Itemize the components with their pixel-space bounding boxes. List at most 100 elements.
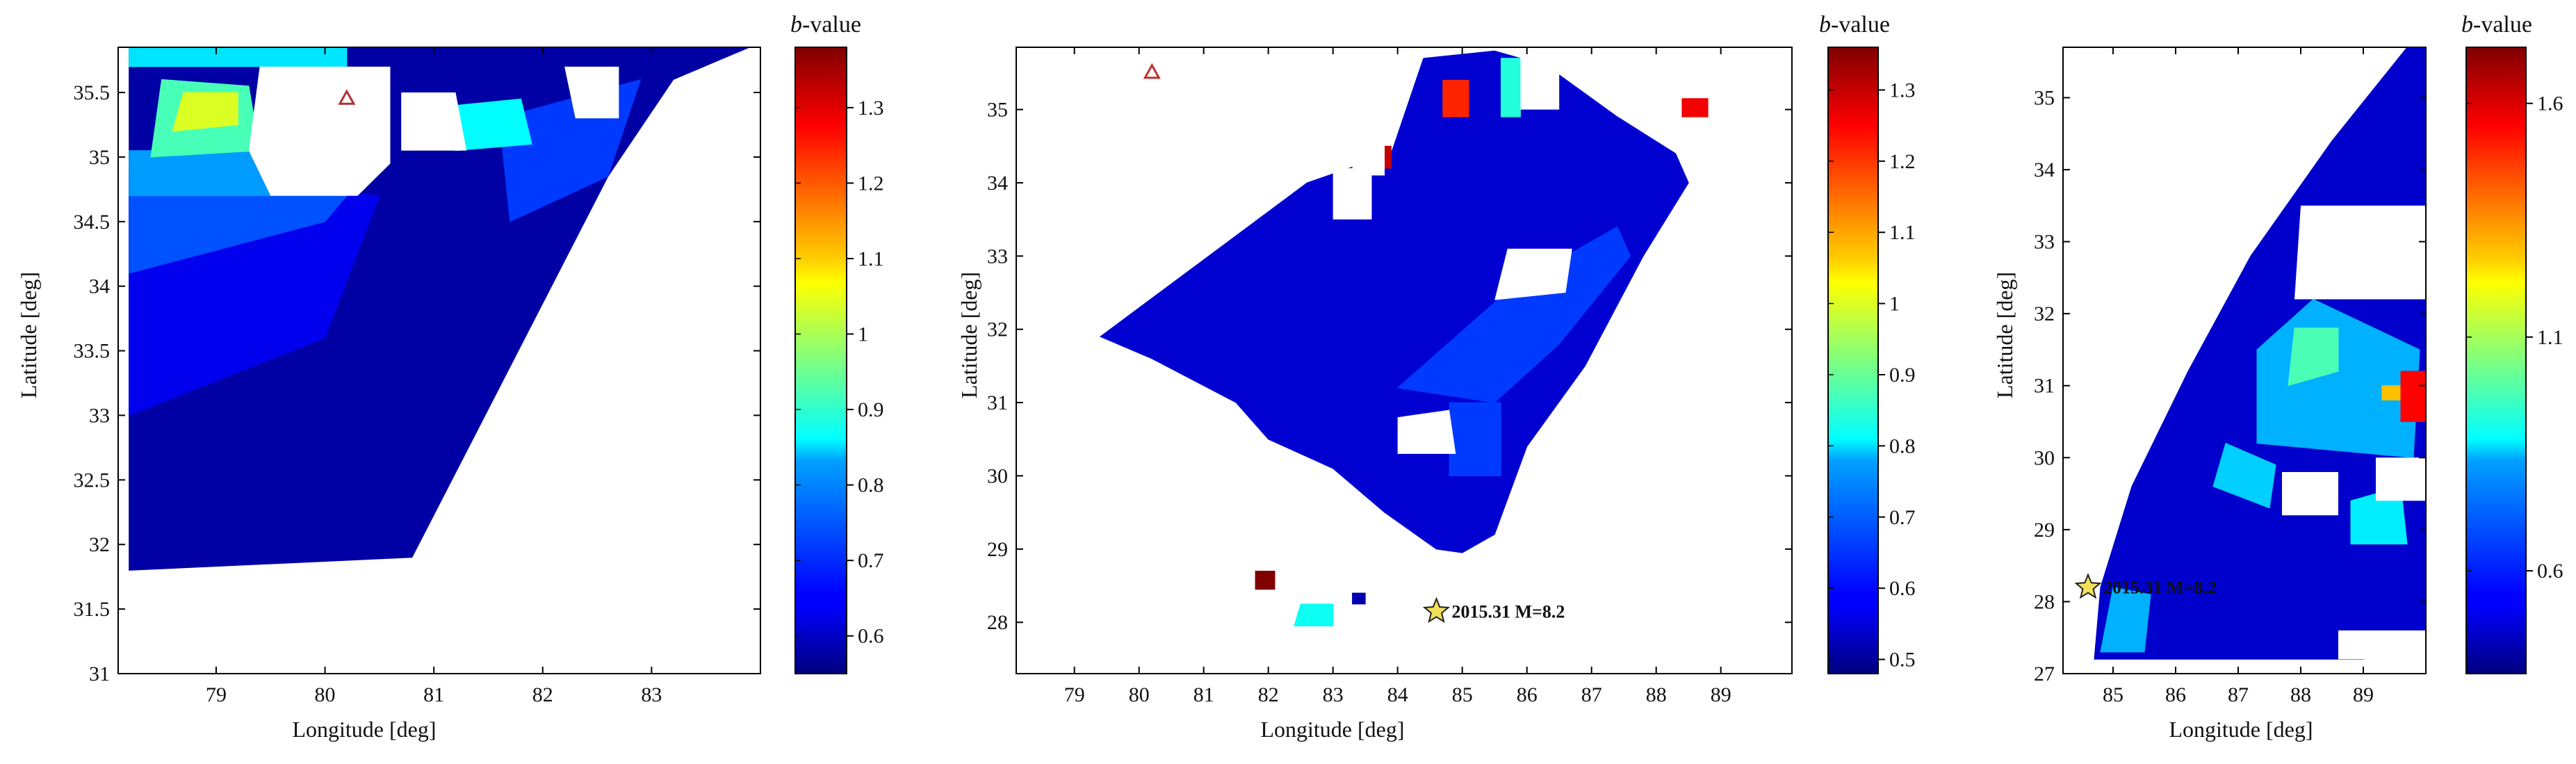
panel-b-axes: 79 80 81 82 83 84 85 86 87 88 89 28 29 30 31 32 33 34 35 (987, 47, 1793, 706)
panel-b-ytick-label: 34 (987, 172, 1008, 195)
panel-c-xtick-label: 87 (2228, 683, 2249, 706)
panel-a: 79 80 81 82 83 31 31.5 32 32.5 33 33.5 34 34.5 35 35.5… (16, 12, 884, 742)
panel-a-colorbar-tick-label: 1.1 (858, 247, 884, 270)
panel-a-ytick-label: 32.5 (74, 469, 111, 491)
panel-a-colorbar: 0.6 0.7 0.8 0.9 1 1.1 1.2 1.3 b-value (790, 12, 884, 674)
panel-a-ytick-label: 34.5 (74, 211, 111, 234)
panel-c-xtick-label: 88 (2290, 683, 2311, 706)
panel-a-map (118, 47, 760, 674)
panel-b-colorbar-ticks: 0.5 0.6 0.7 0.8 0.9 1 1.1 1.2 1.3 (1828, 79, 1916, 672)
panel-c-ytick-label: 33 (2034, 231, 2055, 254)
panel-c-ytick-label: 34 (2034, 159, 2055, 181)
panel-c-colorbar-gradient (2465, 47, 2527, 674)
panel-c-ytick-label: 32 (2034, 302, 2055, 325)
panel-b-colorbar-tick-label: 1.2 (1889, 150, 1916, 173)
panel-c-ylabel: Latitude [deg] (1992, 272, 2017, 398)
panel-b-bvalue-region-8 (1294, 603, 1334, 626)
panel-b-ytick-label: 35 (987, 99, 1008, 122)
panel-b-ylabel: Latitude [deg] (956, 272, 981, 398)
panel-b-colorbar-label: b-value (1819, 12, 1890, 38)
panel-b-colorbar-tick-label: 1.1 (1889, 221, 1916, 244)
panel-a-ytick-label: 34 (89, 275, 110, 298)
panel-b: 2015.31 M=8.2 79 80 81 82 83 84 85 86 87 88 89 28 29… (956, 12, 1916, 742)
panel-b-ytick-label: 30 (987, 464, 1008, 487)
panel-a-colorbar-tick-label: 0.8 (858, 474, 884, 497)
panel-b-triangle-marker (1143, 63, 1161, 79)
panel-a-colorbar-tick-label: 0.6 (858, 625, 884, 648)
panel-a-colorbar-tick-label: 1.3 (858, 97, 884, 120)
panel-b-empty-region-0 (1332, 168, 1372, 220)
panel-c-colorbar-ticks: 0.6 1.1 1.6 (2466, 92, 2563, 583)
panel-c-ytick-label: 35 (2034, 86, 2055, 109)
panel-c-ytick-label: 28 (2034, 590, 2055, 613)
panel-b-colorbar-tick-label: 0.7 (1889, 506, 1916, 529)
panel-b-ytick-label: 32 (987, 318, 1008, 341)
panel-b-colorbar-tick-label: 0.9 (1889, 364, 1916, 387)
panel-a-xtick-label: 79 (206, 683, 227, 706)
panel-c-ytick-label: 27 (2034, 663, 2055, 685)
panel-b-epicenter-label: 2015.31 M=8.2 (1452, 601, 1565, 621)
panel-a-colorbar-tick-label: 1.2 (858, 172, 884, 195)
panel-a-ytick-label: 35.5 (74, 81, 111, 104)
panel-a-colorbar-tick-label: 0.7 (858, 549, 884, 572)
panel-c-empty-region-1 (2282, 472, 2338, 516)
panel-a-colorbar-gradient (794, 47, 847, 674)
panel-a-xtick-label: 80 (315, 683, 336, 706)
panel-c-ytick-label: 30 (2034, 446, 2055, 469)
panel-b-colorbar-tick-label: 0.6 (1889, 577, 1916, 600)
panel-c-cells (2063, 47, 2426, 674)
panel-b-empty-region-2 (1494, 248, 1572, 300)
panel-b-xtick-label: 84 (1387, 683, 1408, 706)
panel-b-colorbar-tick-label: 0.5 (1889, 649, 1916, 672)
panel-b-colorbar-tick-label: 0.8 (1889, 434, 1916, 457)
panel-b-colorbar-gradient (1827, 47, 1879, 674)
panel-b-xtick-label: 87 (1581, 683, 1602, 706)
panel-c-xtick-label: 86 (2165, 683, 2186, 706)
panel-a-ytick-label: 35 (89, 146, 110, 169)
panel-b-colorbar: 0.5 0.6 0.7 0.8 0.9 1 1.1 1.2 1.3 b-value (1819, 12, 1916, 674)
panel-a-xlabel: Longitude [deg] (292, 717, 436, 742)
panel-c-frame (2062, 47, 2427, 674)
panel-a-colorbar-tick-label: 0.9 (858, 398, 884, 421)
panel-b-xtick-label: 83 (1323, 683, 1344, 706)
panel-b-xtick-label: 80 (1129, 683, 1150, 706)
panel-b-empty-region-3 (1397, 409, 1456, 454)
panel-a-triangle-marker (338, 89, 356, 105)
panel-b-cells (1016, 47, 1792, 674)
panel-b-bvalue-region-4 (1442, 79, 1469, 117)
panel-b-bvalue-region-7 (1255, 571, 1275, 590)
panel-b-bvalue-region-5 (1681, 98, 1709, 117)
panel-c-axes: 85 86 87 88 89 27 28 29 30 31 32 33 34 35 (2034, 47, 2427, 706)
panel-b-bvalue-region-9 (1352, 592, 1366, 605)
panel-b-map: 2015.31 M=8.2 (1016, 47, 1792, 674)
panel-b-xtick-label: 89 (1711, 683, 1731, 706)
panel-c-bvalue-region-6 (2212, 442, 2276, 509)
panel-b-colorbar-tick-label: 1 (1889, 293, 1900, 316)
panel-c: 2015.31 M=8.2 85 86 87 88 89 27 28 29 30 31 32 33 34… (1992, 12, 2563, 742)
panel-a-cells (118, 47, 760, 674)
panel-c-epicenter-label: 2015.31 M=8.2 (2103, 578, 2217, 598)
panel-a-axes: 79 80 81 82 83 31 31.5 32 32.5 33 33.5 34 34.5 35 35.5 (74, 47, 761, 706)
panel-a-ytick-label: 33 (89, 404, 110, 427)
panel-b-xlabel: Longitude [deg] (1260, 717, 1404, 742)
panel-c-xlabel: Longitude [deg] (2169, 717, 2313, 742)
panel-a-bvalue-region-8 (455, 98, 532, 152)
panel-b-xtick-label: 86 (1517, 683, 1538, 706)
panel-c-ytick-label: 31 (2034, 375, 2055, 398)
panel-b-xtick-label: 85 (1452, 683, 1473, 706)
panel-a-ylabel: Latitude [deg] (16, 272, 41, 398)
panel-b-xtick-label: 88 (1646, 683, 1667, 706)
panel-b-epicenter-star-marker (1422, 596, 1451, 624)
panel-a-colorbar-tick-label: 1 (858, 323, 868, 346)
panel-a-colorbar-ticks: 0.6 0.7 0.8 0.9 1 1.1 1.2 1.3 (795, 97, 884, 648)
panel-c-bvalue-region-5 (2400, 371, 2426, 422)
panel-c-colorbar-tick-label: 1.1 (2537, 326, 2563, 349)
panel-b-ytick-label: 31 (987, 391, 1008, 414)
panel-a-empty-region-1 (401, 92, 467, 151)
panel-a-bvalue-region-9 (129, 47, 348, 67)
panel-b-empty-region-4 (1520, 51, 1560, 110)
panel-c-xtick-label: 89 (2353, 683, 2374, 706)
panel-a-colorbar-label: b-value (790, 12, 861, 38)
panel-a-xtick-label: 83 (641, 683, 662, 706)
